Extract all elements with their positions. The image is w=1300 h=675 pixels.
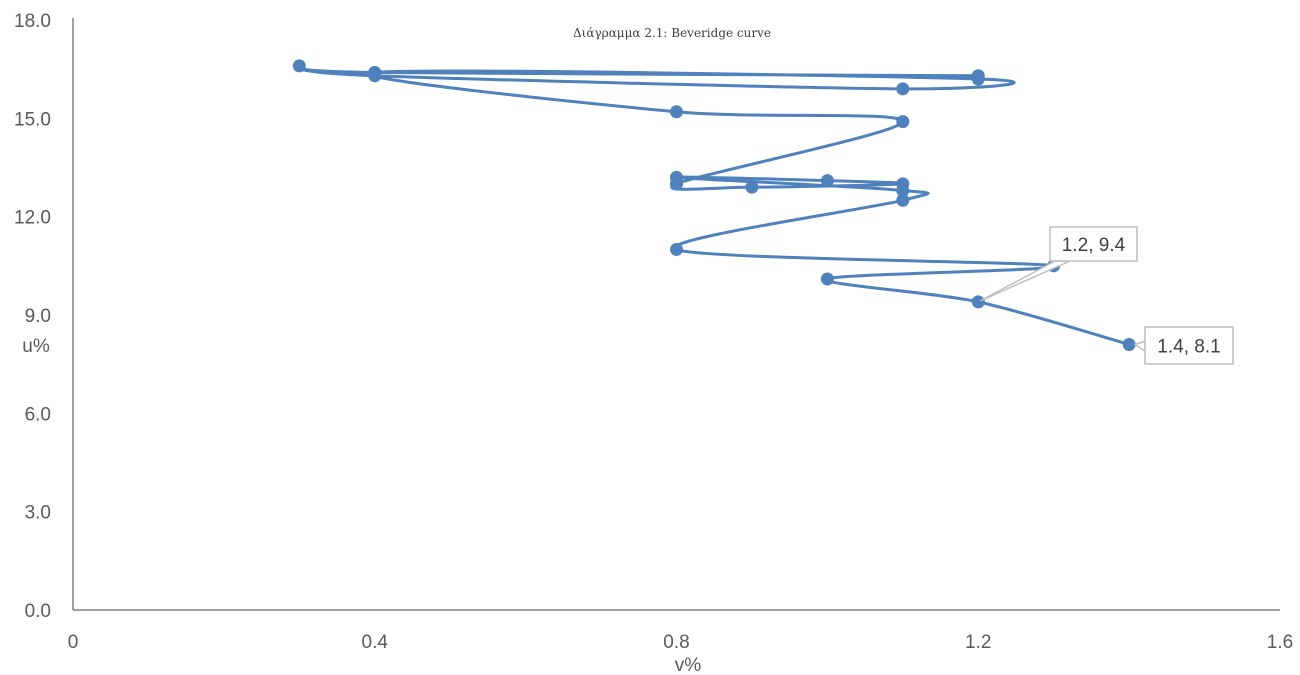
y-tick-label: 18.0 <box>14 11 51 32</box>
data-point <box>670 170 683 184</box>
data-point <box>971 295 985 309</box>
x-tick-label: 1.6 <box>1267 632 1293 653</box>
y-tick-label: 15.0 <box>14 109 51 130</box>
x-axis-title: v% <box>675 655 702 675</box>
data-point <box>820 272 834 286</box>
data-point <box>670 242 683 256</box>
data-point <box>896 193 910 207</box>
callout-pointer <box>979 260 1071 302</box>
chart-title: Διάγραμμα 2.1: Beveridge curve <box>573 26 771 40</box>
y-tick-label: 12.0 <box>14 208 51 229</box>
data-point <box>896 115 910 129</box>
axes: 0.0 3.0 6.0 9.0 12.0 15.0 18.0 0 0.4 0.8 1.2 1.6 <box>14 11 1293 653</box>
data-callout: 1.4, 8.1 <box>1133 326 1234 365</box>
data-point <box>1122 338 1136 351</box>
data-point <box>896 183 910 197</box>
data-point <box>670 105 683 119</box>
x-tick-label: 0.4 <box>362 632 389 653</box>
y-tick-label: 6.0 <box>25 404 51 425</box>
series-line <box>294 64 1130 346</box>
callout-box <box>1049 226 1138 262</box>
data-callouts: 1.2, 9.4 1.4, 8.1 <box>979 226 1234 365</box>
callout-label: 1.4, 8.1 <box>1157 337 1220 358</box>
callout-label: 1.2, 9.4 <box>1062 235 1126 256</box>
data-point <box>971 72 985 86</box>
y-tick-label: 3.0 <box>25 503 51 524</box>
y-tick-label: 9.0 <box>25 306 51 327</box>
x-tick-label: 1.2 <box>965 632 991 653</box>
data-point <box>745 180 759 194</box>
series-points-group <box>292 59 1136 351</box>
series-line-group <box>294 64 1130 346</box>
data-point <box>820 174 834 188</box>
y-axis-title: u% <box>22 336 50 357</box>
x-tick-label: 0 <box>68 632 79 653</box>
callout-pointer <box>1133 339 1146 353</box>
data-callout: 1.2, 9.4 <box>979 226 1138 302</box>
x-tick-label: 0.8 <box>663 632 689 653</box>
data-point <box>896 82 910 96</box>
callout-box <box>1144 326 1234 365</box>
data-point <box>292 59 306 73</box>
y-tick-label: 0.0 <box>25 601 51 622</box>
data-point <box>368 65 382 79</box>
